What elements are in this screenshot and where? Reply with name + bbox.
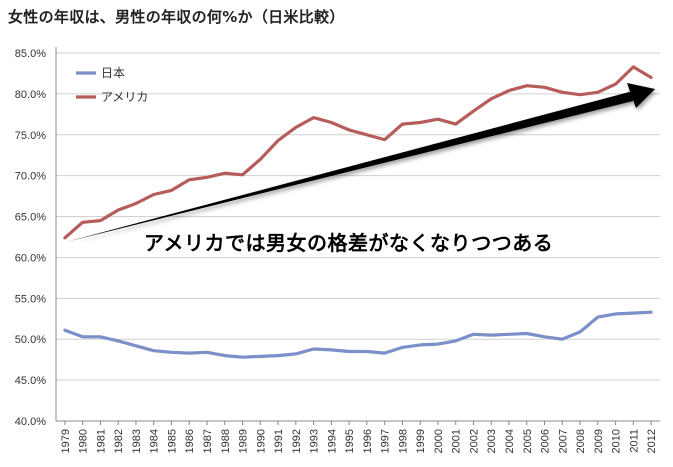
x-tick-label: 1999 xyxy=(415,429,427,453)
x-tick-label: 2006 xyxy=(540,429,552,453)
y-axis: 40.0% 45.0% 50.0% 55.0% 60.0% 65.0% 70.0% 75.0%… xyxy=(15,47,57,428)
series-lines xyxy=(63,65,653,359)
legend-label: 日本 xyxy=(101,66,125,80)
y-tick-label: 80.0% xyxy=(15,89,46,101)
y-tick-label: 50.0% xyxy=(15,334,46,346)
x-tick-label: 2001 xyxy=(451,429,463,453)
x-tick-label: 1981 xyxy=(95,429,107,453)
x-tick-label: 2007 xyxy=(557,429,569,453)
y-tick-label: 55.0% xyxy=(15,293,46,305)
x-tick-label: 1992 xyxy=(291,429,303,453)
y-tick-label: 70.0% xyxy=(15,171,46,183)
x-tick-label: 1997 xyxy=(380,429,392,453)
y-tick-label: 85.0% xyxy=(15,48,46,60)
chart-title: 女性の年収は、男性の年収の何%か（日米比較） xyxy=(8,8,345,26)
x-tick-label: 2005 xyxy=(522,429,534,453)
x-tick-label: 2010 xyxy=(611,429,623,453)
x-tick-label: 1988 xyxy=(220,429,232,453)
x-tick-label: 2000 xyxy=(433,429,445,453)
x-tick-label: 2008 xyxy=(575,429,587,453)
x-tick-label: 1995 xyxy=(344,429,356,453)
x-tick-label: 1998 xyxy=(397,429,409,453)
y-tick-label: 75.0% xyxy=(15,130,46,142)
x-tick-label: 1994 xyxy=(326,429,338,453)
arrow-shaft xyxy=(66,91,633,242)
x-tick-label: 1993 xyxy=(309,429,321,453)
y-tick-label: 40.0% xyxy=(15,416,46,428)
series-line xyxy=(63,65,653,240)
x-tick-label: 2011 xyxy=(628,429,640,453)
x-tick-label: 1983 xyxy=(131,429,143,453)
x-tick-label: 1989 xyxy=(238,429,250,453)
x-tick-label: 1990 xyxy=(255,429,267,453)
legend-label: アメリカ xyxy=(101,90,148,104)
y-tick-label: 45.0% xyxy=(15,375,46,387)
trend-arrow xyxy=(66,83,655,242)
x-tick-label: 1987 xyxy=(202,429,214,453)
x-tick-label: 1986 xyxy=(184,429,196,453)
x-tick-label: 2002 xyxy=(468,429,480,453)
x-tick-label: 2009 xyxy=(593,429,605,453)
x-tick-label: 1982 xyxy=(113,429,125,453)
x-tick-label: 1980 xyxy=(78,429,90,453)
x-tick-label: 1984 xyxy=(149,429,161,453)
y-tick-label: 60.0% xyxy=(15,252,46,264)
x-tick-label: 1996 xyxy=(362,429,374,453)
series-line xyxy=(63,310,653,359)
y-tick-label: 65.0% xyxy=(15,212,46,224)
x-tick-label: 1991 xyxy=(273,429,285,453)
x-tick-label: 2012 xyxy=(646,429,658,453)
x-tick-label: 2003 xyxy=(486,429,498,453)
arrow-head xyxy=(627,83,655,108)
x-tick-label: 1985 xyxy=(166,429,178,453)
x-tick-label: 1979 xyxy=(60,429,72,453)
x-axis: 1979 1980 1981 1982 1983 1984 1985 1986 1987 1988… xyxy=(56,420,660,453)
x-tick-label: 2004 xyxy=(504,429,516,453)
annotation-text: アメリカでは男女の格差がなくなりつつある xyxy=(144,231,553,255)
